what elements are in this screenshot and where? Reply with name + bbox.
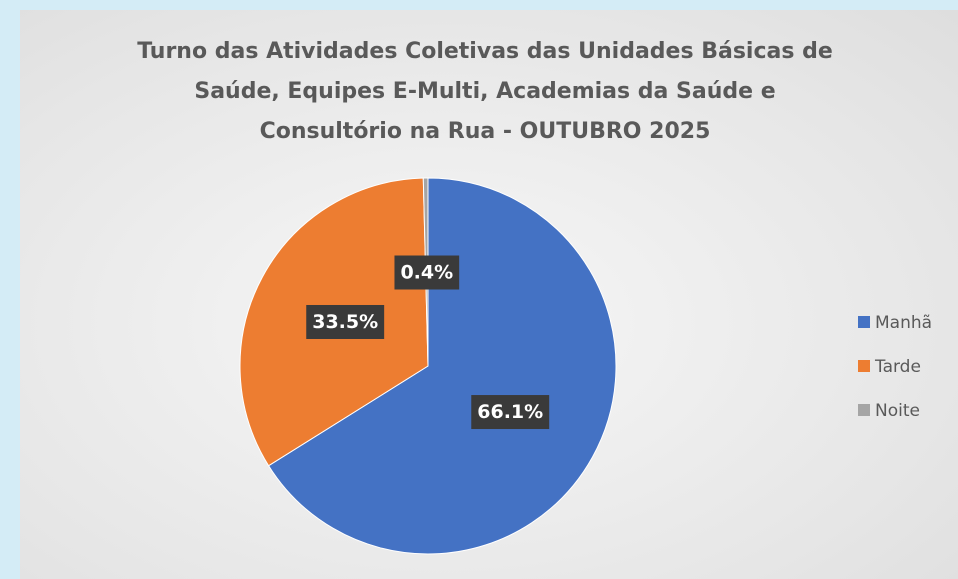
data-label-box (394, 255, 460, 290)
legend-label: Noite (875, 401, 920, 421)
data-label-text: 0.4% (400, 262, 453, 284)
data-label: 33.5% (306, 304, 385, 339)
data-label-box (306, 304, 385, 339)
data-label: 66.1% (471, 395, 550, 430)
legend-swatch (858, 316, 870, 328)
legend-swatch (858, 360, 870, 372)
data-label-box (471, 395, 550, 430)
pie-slice (267, 177, 617, 555)
data-label-text: 33.5% (312, 311, 378, 333)
legend-label: Manhã (875, 313, 932, 333)
legend-swatch (858, 404, 870, 416)
legend-label: Tarde (874, 357, 921, 377)
data-label: 0.4% (394, 255, 460, 290)
chart-title: Turno das Atividades Coletivas das Unida… (137, 39, 833, 144)
data-label-text: 66.1% (477, 401, 543, 423)
